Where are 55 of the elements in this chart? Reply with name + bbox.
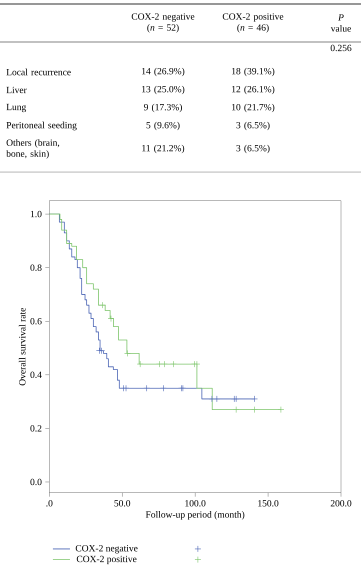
text: Peritoneal seeding — [6, 122, 77, 130]
point — [208, 396, 216, 402]
text: Others (brain, bone, skin) — [6, 139, 60, 159]
point — [96, 347, 103, 354]
text: Liver — [6, 86, 27, 94]
point — [143, 384, 150, 392]
point — [124, 350, 131, 357]
text: Local recurrence — [6, 68, 71, 76]
point — [278, 406, 284, 413]
legend-label: COX-2 positive — [76, 556, 137, 564]
text: 9 (17.3%) — [144, 104, 182, 112]
y-tick-label: 0.8 — [30, 264, 42, 271]
y-tick-label: 0.6 — [30, 318, 42, 324]
point — [122, 384, 130, 392]
x-tick-label: .0 — [46, 500, 53, 507]
x-tick-label: 100.0 — [185, 500, 206, 507]
text: 11 (21.2%) — [142, 144, 184, 154]
point — [232, 396, 240, 402]
y-axis-title: Overall survival rate — [18, 308, 26, 386]
point — [98, 347, 105, 354]
x-tick-label: 200.0 — [330, 500, 352, 507]
point — [108, 315, 114, 322]
text: COX-2 negative (n = 52) — [132, 13, 194, 33]
point — [161, 360, 168, 368]
text: 3 (6.5%) — [236, 122, 270, 130]
y-tick-label: 0.4 — [30, 372, 42, 378]
point — [136, 360, 144, 368]
point — [232, 406, 240, 413]
point — [170, 360, 177, 368]
x-axis-title: Follow-up period (month) — [146, 511, 244, 520]
legend-label: COX-2 negative — [76, 545, 138, 554]
text: Lung — [6, 104, 26, 112]
y-tick-label: 1.0 — [30, 210, 42, 218]
text: 12 (26.1%) — [232, 86, 274, 94]
text: 10 (21.7%) — [232, 104, 274, 112]
y-tick-label: 0.0 — [30, 478, 42, 486]
x-tick-label: 50.0 — [114, 500, 130, 507]
point — [251, 406, 258, 413]
point — [99, 302, 106, 308]
x-tick-label: 150.0 — [258, 500, 278, 507]
point — [230, 396, 238, 402]
text: P value — [330, 14, 351, 32]
point — [156, 360, 163, 368]
text: 5 (9.6%) — [146, 122, 180, 130]
point — [194, 360, 200, 368]
text: 18 (39.1%) — [232, 68, 274, 76]
point — [251, 396, 258, 402]
text: 3 (6.5%) — [236, 144, 270, 154]
text: 13 (25.0%) — [142, 86, 184, 94]
text: 0.256 — [330, 44, 352, 52]
point — [214, 396, 220, 402]
y-tick-label: 0.2 — [30, 425, 42, 432]
text: 14 (26.9%) — [142, 68, 184, 76]
point — [160, 384, 167, 392]
text: COX-2 positive (n = 46) — [222, 13, 284, 33]
